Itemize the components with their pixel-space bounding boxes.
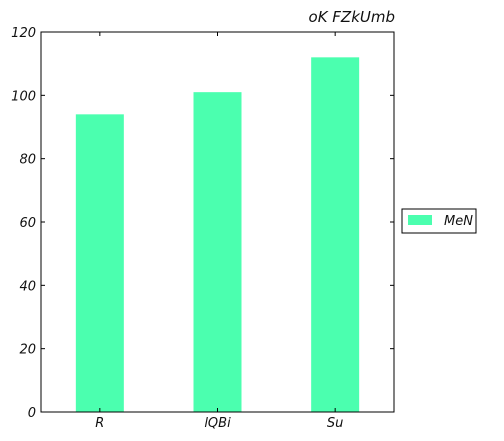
legend: MeN: [401, 208, 477, 234]
bar-lqbi: [193, 92, 242, 413]
legend-swatch-men: [408, 215, 432, 225]
y-axis: 0 20 40 60 80 100 120: [11, 26, 394, 421]
x-tick-label: R: [95, 416, 104, 431]
legend-box: [401, 208, 477, 234]
chart-title: oK FZkUmb: [309, 8, 395, 26]
x-tick-label: Su: [327, 416, 344, 431]
bar-su: [311, 57, 360, 412]
y-tick-label: 40: [19, 279, 36, 294]
y-tick-label: 0: [28, 406, 36, 421]
y-tick-label: 120: [11, 26, 36, 41]
x-tick-label: lQBi: [204, 416, 231, 431]
y-tick-label: 100: [11, 89, 36, 104]
bars-group: [75, 57, 360, 413]
y-tick-label: 20: [19, 343, 36, 358]
y-tick-label: 80: [19, 153, 36, 168]
y-tick-label: 60: [19, 216, 36, 231]
legend-label-men: MeN: [444, 214, 473, 229]
bar-r: [75, 114, 124, 412]
